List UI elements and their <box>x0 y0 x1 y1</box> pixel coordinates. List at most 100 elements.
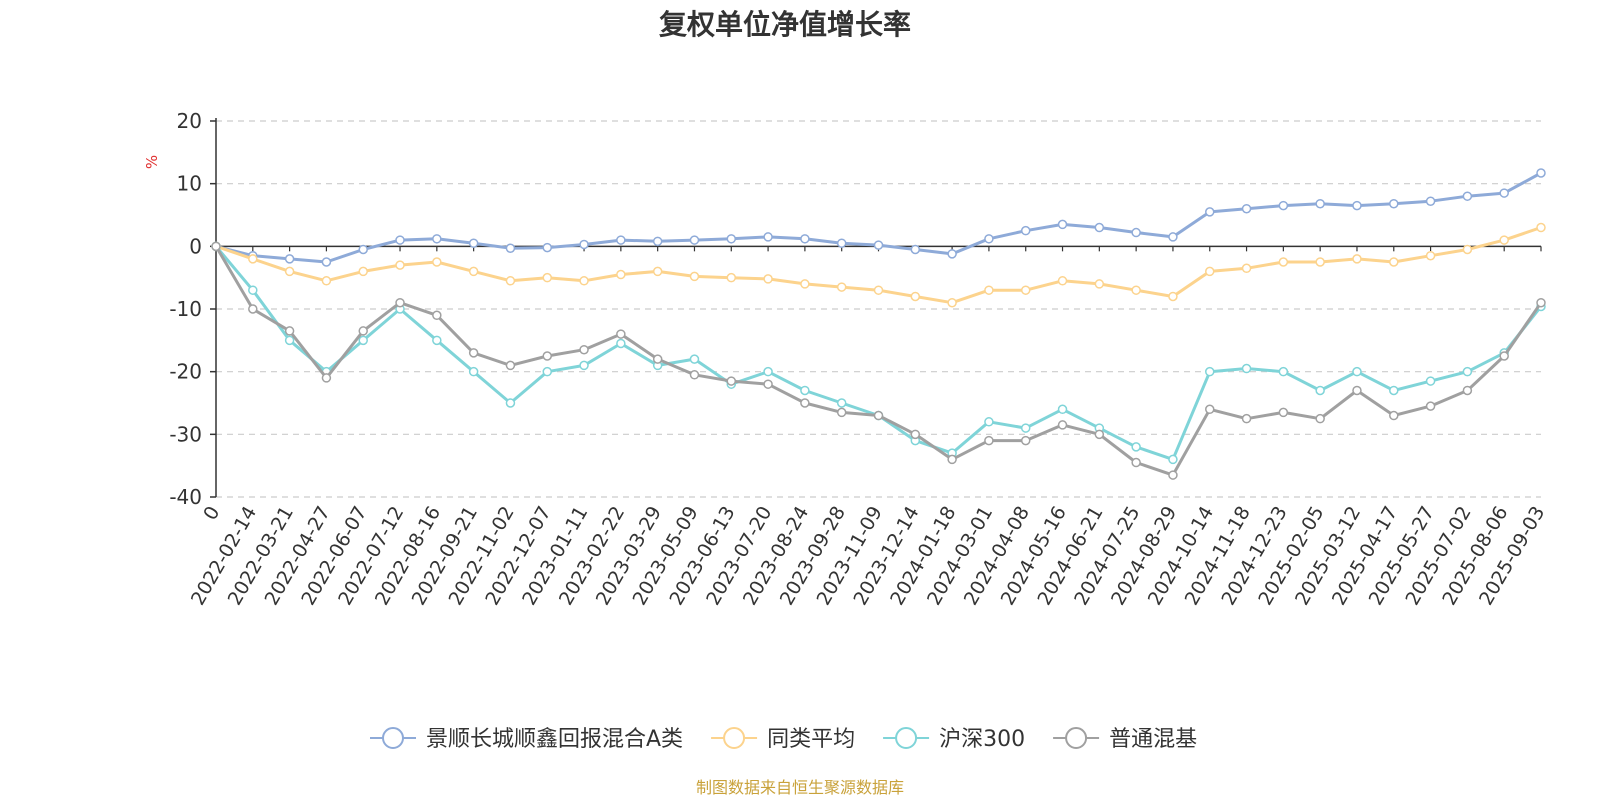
data-point <box>800 234 810 244</box>
data-point <box>1094 222 1105 233</box>
data-source: 制图数据来自恒生聚源数据库 <box>696 778 904 797</box>
data-point <box>395 260 405 270</box>
data-point <box>432 257 442 267</box>
legend-item-1: 景顺长城顺鑫回报混合A类 <box>370 727 683 752</box>
data-point <box>947 297 957 308</box>
data-point <box>1499 235 1509 245</box>
data-point <box>1462 366 1473 377</box>
data-point <box>1168 454 1178 465</box>
data-point <box>1020 285 1031 295</box>
data-point <box>763 232 773 242</box>
data-point <box>395 235 405 245</box>
data-point <box>1241 413 1252 424</box>
data-point <box>1057 404 1068 415</box>
legend-label: 景顺长城顺鑫回报混合A类 <box>426 727 683 752</box>
data-point <box>358 244 368 255</box>
legend-item-2: 同类平均 <box>711 727 855 752</box>
data-point <box>1462 385 1473 396</box>
data-point <box>1425 401 1436 411</box>
data-point <box>248 285 258 295</box>
data-point <box>1536 168 1546 178</box>
data-point <box>800 385 810 396</box>
data-point <box>542 351 552 361</box>
data-point <box>468 366 479 377</box>
data-point <box>284 335 295 346</box>
data-point <box>1020 423 1031 433</box>
data-point <box>358 326 368 336</box>
data-point <box>800 398 810 408</box>
data-point <box>652 354 663 364</box>
legend-marker <box>723 727 746 749</box>
data-point <box>1205 366 1215 377</box>
data-point <box>432 335 442 346</box>
legend-label: 同类平均 <box>767 727 855 752</box>
data-point <box>1205 266 1215 277</box>
data-point <box>1499 188 1509 198</box>
data-point <box>763 366 773 377</box>
data-point <box>1020 435 1031 446</box>
y-tick-label: -10 <box>169 297 202 321</box>
data-point <box>505 276 516 286</box>
data-point <box>1205 404 1215 415</box>
data-point <box>1241 263 1252 274</box>
data-point <box>1315 413 1325 424</box>
data-point <box>1425 376 1436 386</box>
x-axis: 02022-02-142022-03-212022-04-272022-06-0… <box>187 245 1549 609</box>
data-point <box>358 335 368 346</box>
data-point <box>1352 200 1362 211</box>
legend-item-3: 沪深300 <box>883 727 1025 752</box>
data-point <box>284 254 295 264</box>
data-point <box>947 454 957 465</box>
y-axis-unit: % <box>143 155 161 169</box>
data-point <box>1241 203 1252 214</box>
data-point <box>1315 198 1325 209</box>
data-point <box>579 344 589 355</box>
series-1 <box>211 168 1546 267</box>
data-point <box>836 238 847 248</box>
data-point <box>652 266 663 277</box>
data-point <box>505 243 516 253</box>
data-point <box>432 234 442 244</box>
data-point <box>984 417 994 427</box>
legend-item-4: 普通混基 <box>1053 727 1197 752</box>
data-point <box>1168 291 1178 302</box>
data-point <box>1241 363 1252 374</box>
y-tick-label: 10 <box>177 172 202 196</box>
data-point <box>1352 254 1362 264</box>
data-point <box>1057 420 1068 430</box>
data-point <box>616 269 626 280</box>
data-point <box>468 238 479 248</box>
y-tick-label: 20 <box>177 109 202 133</box>
series-lines <box>211 168 1546 480</box>
data-point <box>211 241 221 252</box>
data-point <box>873 285 884 295</box>
data-point <box>616 235 626 245</box>
data-point <box>1499 351 1509 361</box>
data-point <box>321 257 332 267</box>
data-point <box>1278 200 1289 211</box>
data-point <box>763 274 773 284</box>
y-tick-label: -40 <box>169 485 202 509</box>
data-point <box>1094 279 1105 289</box>
data-point <box>910 429 921 440</box>
data-point <box>432 310 442 321</box>
legend-marker <box>382 727 404 749</box>
data-point <box>1278 366 1289 377</box>
data-point <box>468 348 479 358</box>
data-point <box>1131 442 1141 452</box>
data-point <box>947 249 957 259</box>
data-point <box>1278 407 1289 418</box>
data-point <box>1205 207 1215 217</box>
y-axis: 20 10 0 -10 -20 -30 -40 <box>169 109 217 509</box>
series-2 <box>211 222 1546 308</box>
data-point <box>1168 232 1178 242</box>
data-point <box>505 398 516 408</box>
series-4 <box>211 241 1546 480</box>
data-point <box>689 370 700 380</box>
data-point <box>726 272 737 283</box>
data-point <box>652 236 663 247</box>
data-point <box>1131 457 1141 468</box>
data-point <box>689 354 700 364</box>
data-point <box>689 235 700 245</box>
